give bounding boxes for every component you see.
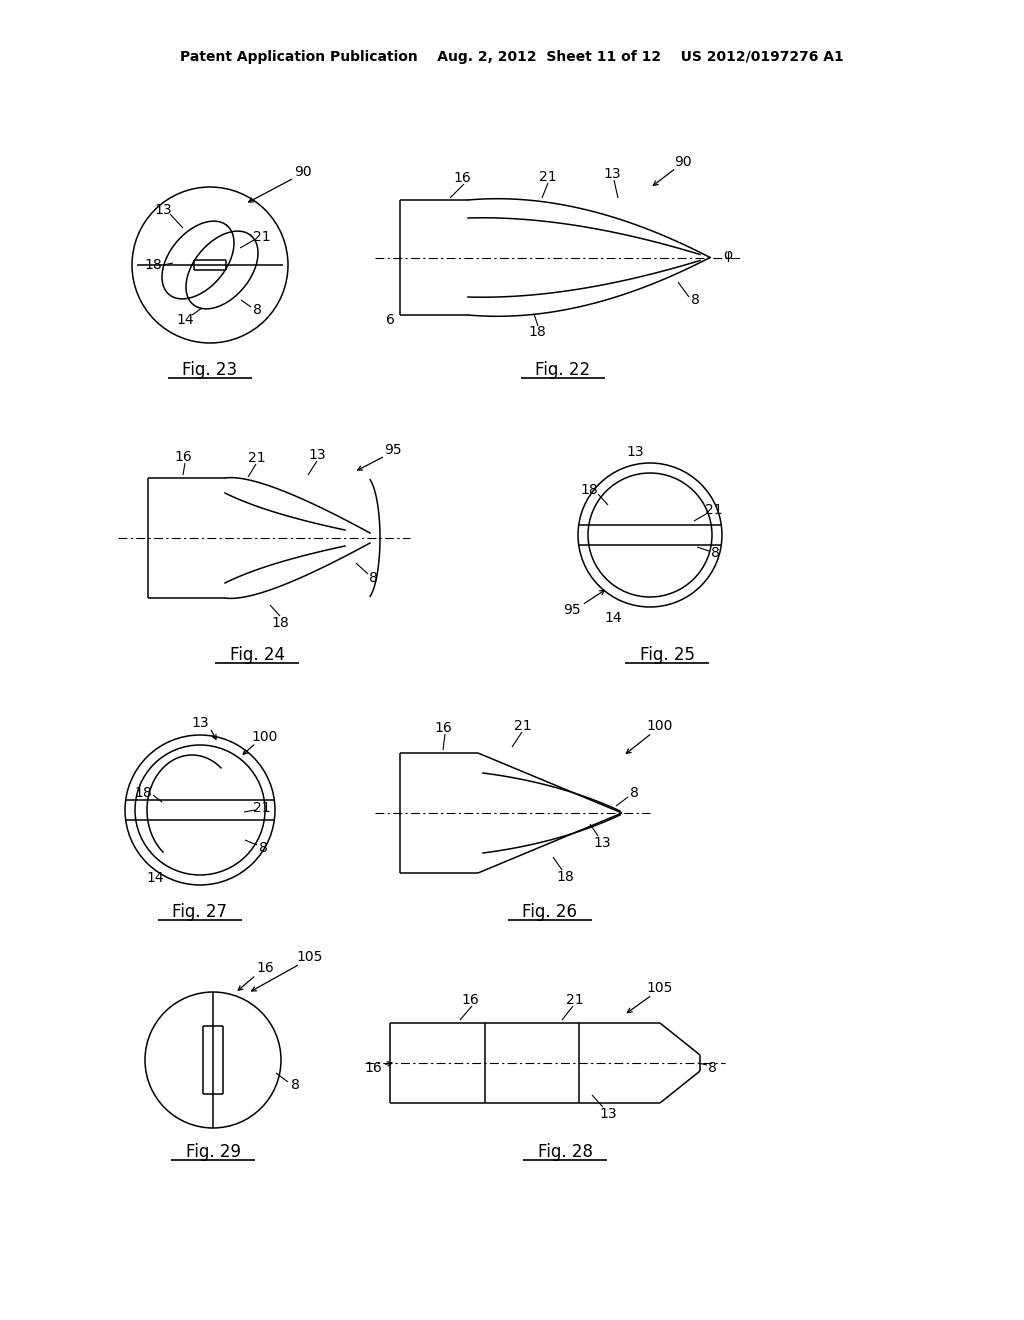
Text: 105: 105 — [647, 981, 673, 995]
Text: 21: 21 — [514, 719, 531, 733]
Text: 13: 13 — [191, 715, 209, 730]
Text: Fig. 25: Fig. 25 — [640, 645, 694, 664]
Text: 13: 13 — [603, 168, 621, 181]
Text: 95: 95 — [563, 603, 581, 616]
Text: Fig. 28: Fig. 28 — [538, 1143, 593, 1162]
Text: 8: 8 — [690, 293, 699, 308]
Text: φ: φ — [723, 248, 732, 263]
Text: Fig. 29: Fig. 29 — [185, 1143, 241, 1162]
Text: 95: 95 — [384, 444, 401, 457]
Text: 21: 21 — [253, 801, 270, 814]
Text: 18: 18 — [271, 616, 289, 630]
Text: 8: 8 — [369, 572, 378, 585]
Text: 13: 13 — [593, 836, 610, 850]
Text: Fig. 27: Fig. 27 — [172, 903, 227, 921]
Text: 8: 8 — [291, 1078, 299, 1092]
Text: 18: 18 — [134, 785, 152, 800]
Text: 16: 16 — [365, 1061, 382, 1074]
Text: Patent Application Publication    Aug. 2, 2012  Sheet 11 of 12    US 2012/019727: Patent Application Publication Aug. 2, 2… — [180, 50, 844, 63]
Text: 6: 6 — [386, 313, 394, 327]
Text: 14: 14 — [176, 313, 194, 327]
Text: 13: 13 — [155, 203, 172, 216]
Text: 8: 8 — [630, 785, 638, 800]
Text: 16: 16 — [256, 961, 273, 975]
Text: Fig. 24: Fig. 24 — [229, 645, 285, 664]
Text: 16: 16 — [174, 450, 191, 465]
Text: 90: 90 — [674, 154, 692, 169]
Text: 105: 105 — [297, 950, 324, 964]
Text: 18: 18 — [556, 870, 573, 884]
Text: 16: 16 — [434, 721, 452, 735]
Text: 16: 16 — [454, 172, 471, 185]
Text: 21: 21 — [248, 451, 266, 465]
Text: 21: 21 — [706, 503, 723, 517]
Text: 8: 8 — [253, 304, 261, 317]
Text: 21: 21 — [540, 170, 557, 183]
Text: 21: 21 — [253, 230, 270, 244]
Text: 8: 8 — [711, 546, 720, 560]
Text: 21: 21 — [566, 993, 584, 1007]
Text: 18: 18 — [528, 325, 546, 339]
Text: 100: 100 — [647, 719, 673, 733]
Text: Fig. 22: Fig. 22 — [536, 360, 591, 379]
Text: 13: 13 — [599, 1107, 616, 1121]
Text: 100: 100 — [252, 730, 279, 744]
Text: 13: 13 — [308, 447, 326, 462]
Text: 16: 16 — [461, 993, 479, 1007]
Text: 8: 8 — [708, 1061, 717, 1074]
Text: 14: 14 — [604, 611, 622, 624]
Text: Fig. 23: Fig. 23 — [182, 360, 238, 379]
Text: 90: 90 — [294, 165, 312, 180]
Text: 8: 8 — [259, 841, 267, 855]
Text: 18: 18 — [144, 257, 162, 272]
Text: 13: 13 — [627, 445, 644, 459]
Text: Fig. 26: Fig. 26 — [522, 903, 578, 921]
Text: 14: 14 — [146, 871, 164, 884]
Text: 18: 18 — [581, 483, 598, 498]
